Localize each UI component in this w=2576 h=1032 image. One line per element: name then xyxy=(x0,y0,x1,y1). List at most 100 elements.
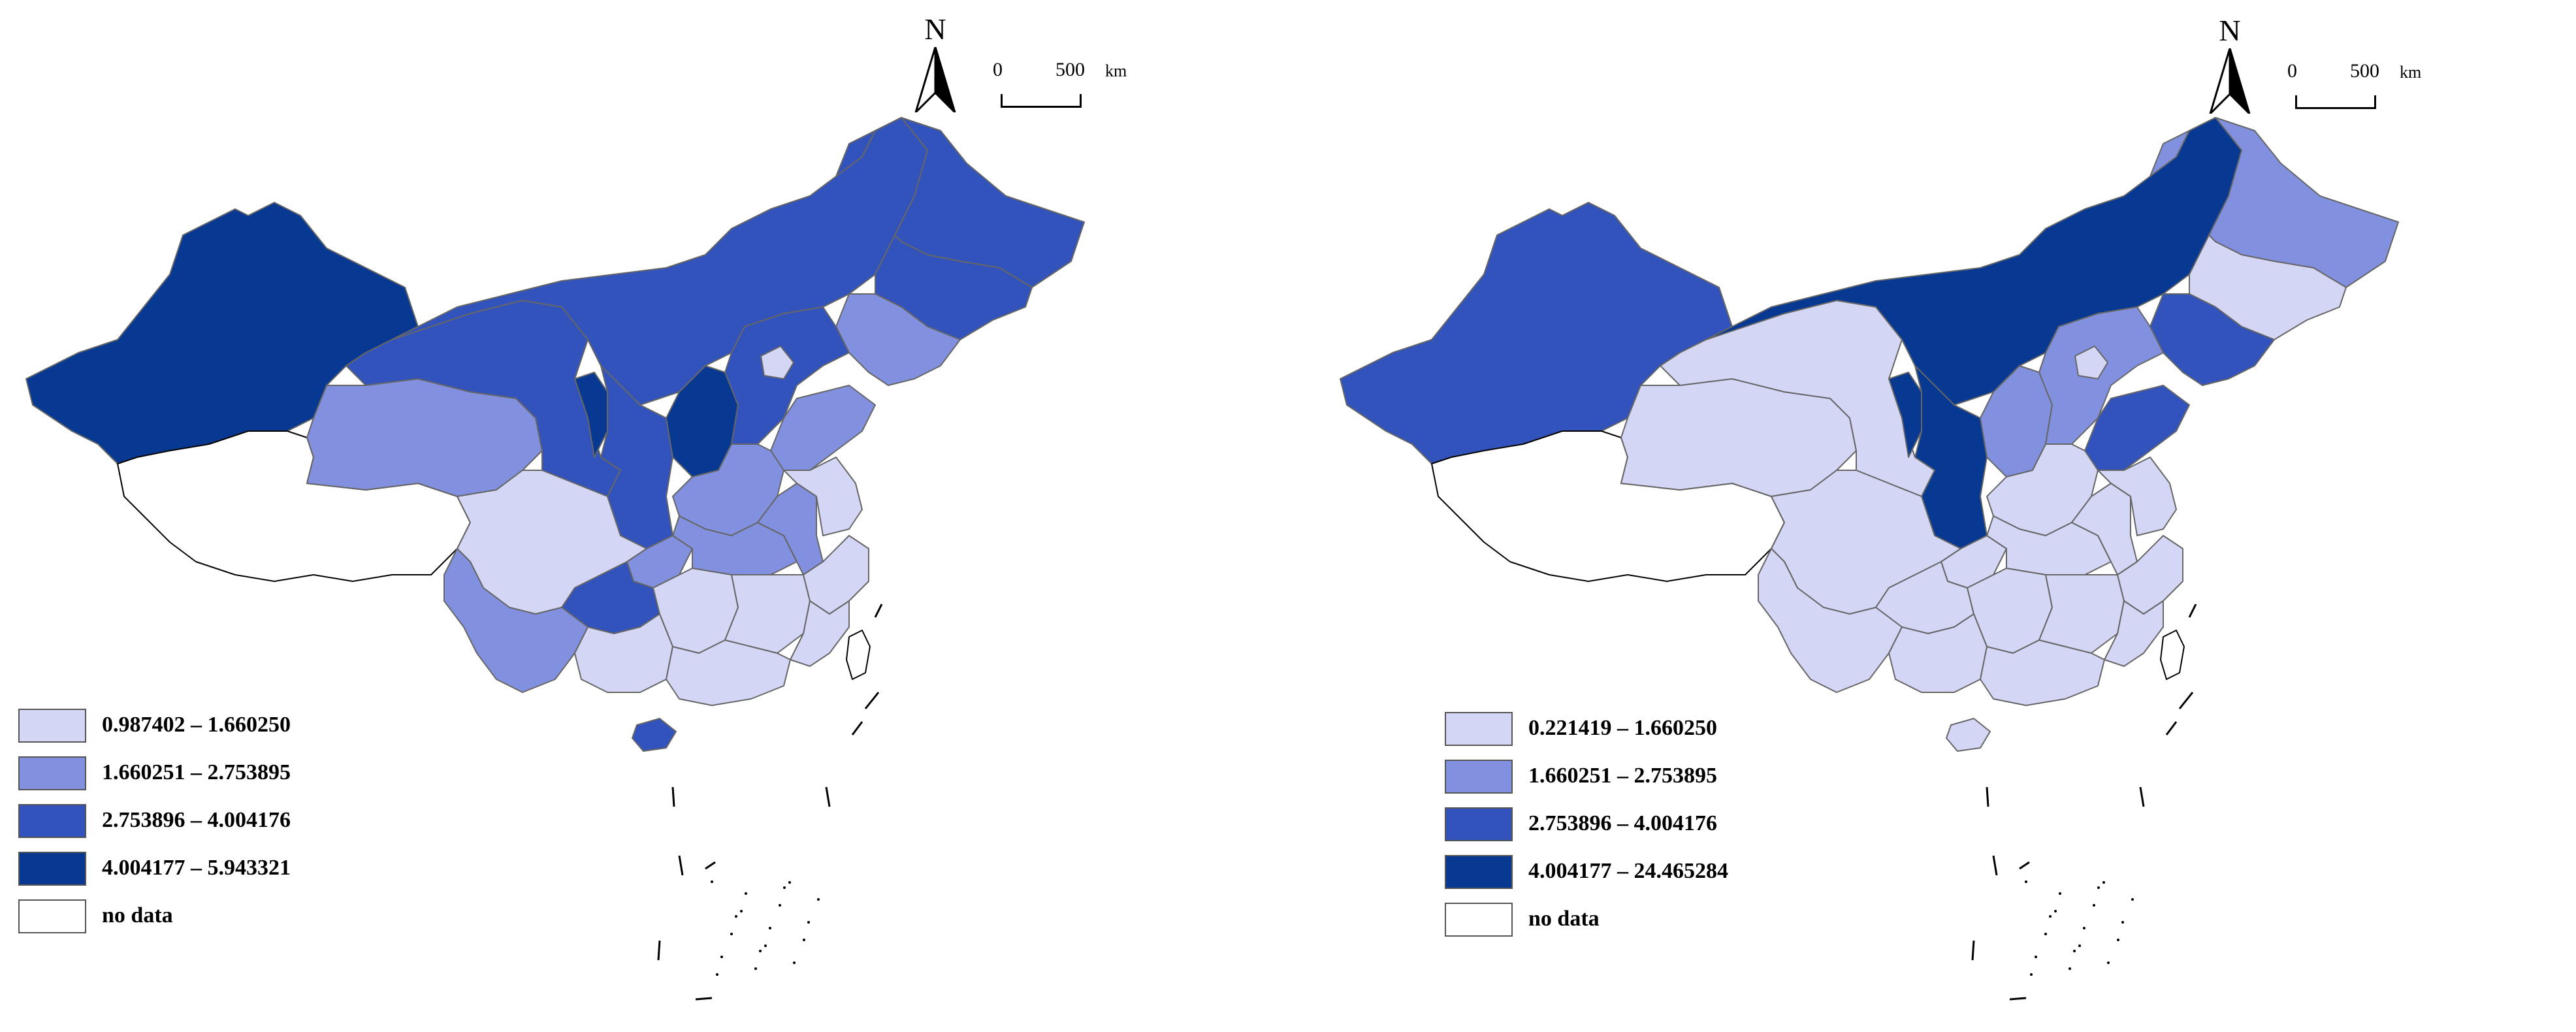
legend-swatch xyxy=(1445,855,1513,889)
region-jiangxi xyxy=(724,574,811,654)
sea-boundary-dash xyxy=(2019,861,2030,870)
legend-swatch xyxy=(18,709,86,743)
island-dot xyxy=(2097,886,2100,889)
legend-item: 0.221419 – 1.660250 xyxy=(1445,712,2033,749)
sea-boundary-dash xyxy=(1971,940,1975,961)
region-hainan xyxy=(1946,718,1991,752)
legend-label: 2.753896 – 4.004176 xyxy=(102,808,291,832)
sea-boundary-dash xyxy=(695,997,713,1001)
sea-boundary-dash xyxy=(2178,692,2194,709)
legend-swatch xyxy=(1445,712,1513,746)
region-taiwan xyxy=(846,630,871,680)
island-dot xyxy=(2035,956,2037,958)
island-dot xyxy=(745,892,747,895)
north-label: N xyxy=(2219,14,2241,47)
choropleth-map-left xyxy=(25,117,1085,1001)
island-dot xyxy=(716,973,718,976)
island-dot xyxy=(2102,881,2105,884)
island-dot xyxy=(2131,898,2134,901)
legend-item: 4.004177 – 24.465284 xyxy=(1445,855,2033,892)
scale-unit: km xyxy=(2400,63,2422,82)
island-dot xyxy=(2025,880,2027,883)
sea-boundary-dash xyxy=(2139,786,2145,807)
island-dot xyxy=(2030,973,2033,976)
north-label: N xyxy=(924,12,946,46)
island-dot xyxy=(2117,939,2119,941)
scale-unit: km xyxy=(1105,61,1127,80)
legend-label: 4.004177 – 24.465284 xyxy=(1528,859,1728,883)
legend-item: no data xyxy=(1445,903,2033,939)
legend-item: 4.004177 – 5.943321 xyxy=(18,852,606,888)
island-dot xyxy=(720,956,723,958)
region-guangdong xyxy=(1980,639,2105,706)
island-dot xyxy=(2069,967,2071,970)
region-beijing xyxy=(760,346,794,379)
region-jiangxi xyxy=(2038,574,2125,654)
region-yunnan xyxy=(1758,548,1903,693)
sea-boundary-dash xyxy=(678,855,684,876)
island-dot xyxy=(817,898,820,901)
scale-value: 500 xyxy=(1055,59,1085,80)
island-dot xyxy=(807,921,810,924)
island-dot xyxy=(2073,950,2076,952)
island-dot xyxy=(735,915,737,918)
island-dot xyxy=(793,961,796,964)
island-dot xyxy=(769,927,771,929)
sea-boundary-dash xyxy=(657,940,661,961)
region-hainan xyxy=(632,718,677,752)
island-dot xyxy=(779,904,781,907)
south-china-sea-islands xyxy=(1971,604,2197,1001)
legend-item: 1.660251 – 2.753895 xyxy=(18,756,606,793)
legend-label: 1.660251 – 2.753895 xyxy=(1528,764,1717,788)
island-dot xyxy=(2107,961,2110,964)
sea-boundary-dash xyxy=(2009,997,2027,1001)
island-dot xyxy=(788,881,791,884)
legend-item: 2.753896 – 4.004176 xyxy=(18,804,606,841)
region-yunnan xyxy=(443,548,588,693)
island-dot xyxy=(2121,921,2124,924)
south-china-sea-islands xyxy=(657,604,883,1001)
sea-boundary-dash xyxy=(864,692,880,709)
island-dot xyxy=(783,886,786,889)
legend-swatch xyxy=(1445,903,1513,937)
island-dot xyxy=(2059,892,2061,895)
map-panel-left: N 0 500 km 0.987402 – 1.660250 1.660251 … xyxy=(18,12,1127,1001)
legend-item: 1.660251 – 2.753895 xyxy=(1445,760,2033,796)
scale-zero: 0 xyxy=(2287,60,2297,82)
sea-boundary-dash xyxy=(671,786,675,807)
island-dot xyxy=(759,950,762,952)
region-taiwan xyxy=(2160,630,2185,680)
sea-boundary-dash xyxy=(705,861,716,870)
island-dot xyxy=(2093,904,2095,907)
island-dot xyxy=(803,939,805,941)
scale-value: 500 xyxy=(2350,60,2379,82)
region-anhui xyxy=(757,483,824,575)
sea-boundary-dash xyxy=(2188,604,2197,618)
island-dot xyxy=(2049,915,2052,918)
region-fujian xyxy=(2104,600,2164,667)
north-arrow-icon xyxy=(914,47,956,112)
region-beijing xyxy=(2074,346,2108,379)
legend-label: 2.753896 – 4.004176 xyxy=(1528,811,1717,835)
island-dot xyxy=(2044,933,2047,935)
legend-swatch xyxy=(1445,807,1513,841)
sea-boundary-dash xyxy=(825,786,831,807)
region-fujian xyxy=(790,600,850,667)
legend-swatch xyxy=(18,756,86,790)
island-dot xyxy=(764,944,767,947)
legend-label: no data xyxy=(1528,907,1600,931)
legend-swatch xyxy=(18,899,86,933)
legend-swatch xyxy=(18,804,86,838)
region-anhui xyxy=(2071,483,2138,575)
scale-line xyxy=(1001,94,1082,108)
sea-boundary-dash xyxy=(2165,721,2178,735)
sea-boundary-dash xyxy=(874,604,883,618)
island-dot xyxy=(754,967,757,970)
island-dot xyxy=(730,933,733,935)
north-arrow: N xyxy=(2204,16,2256,114)
region-jiangsu xyxy=(783,457,863,536)
legend-label: 0.987402 – 1.660250 xyxy=(102,713,291,737)
region-jiangsu xyxy=(2097,457,2177,536)
legend-item: 0.987402 – 1.660250 xyxy=(18,709,606,745)
island-dot xyxy=(2054,910,2057,912)
